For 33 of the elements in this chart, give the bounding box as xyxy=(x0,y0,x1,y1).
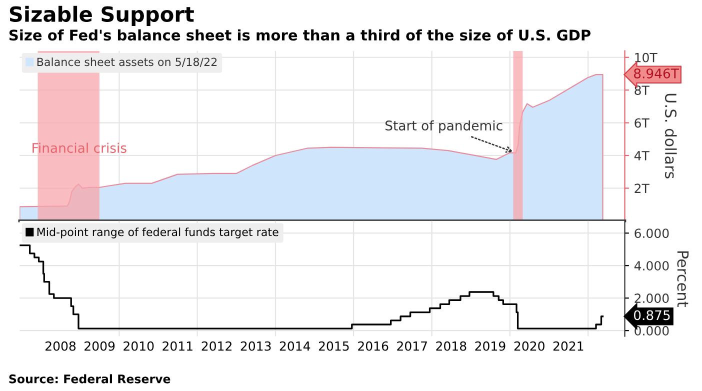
y-tick-label: 6.000 xyxy=(634,228,669,238)
x-tick-label: 2017 xyxy=(397,341,427,351)
x-tick-label: 2020 xyxy=(514,341,544,351)
y-tick-label: 8T xyxy=(634,86,650,96)
y-tick-label: 2T xyxy=(634,184,650,193)
annotation: 0.875 xyxy=(634,310,670,320)
x-tick-label: 2015 xyxy=(318,341,349,351)
x-tick-label: 2013 xyxy=(240,341,271,351)
y-tick-label: 0.000 xyxy=(634,326,669,336)
x-tick-label: 2018 xyxy=(436,341,466,351)
chart-subtitle: Size of Fed's balance sheet is more than a third of the size of U.S. GDP xyxy=(9,29,591,41)
y-tick-label: 6T xyxy=(634,118,650,128)
annotation: 8.946T xyxy=(634,68,679,78)
chart-title: Sizable Support xyxy=(10,6,194,26)
y-axis-title: U.S. dollars xyxy=(664,94,677,178)
source-note: Source: Federal Reserve xyxy=(9,374,170,384)
x-tick-label: 2016 xyxy=(358,341,388,351)
legend-label: Balance sheet assets on 5/18/22 xyxy=(37,57,217,67)
x-tick-label: 2019 xyxy=(475,341,506,351)
y-axis-title: Percent xyxy=(677,251,689,307)
y-tick-label: 10T xyxy=(635,52,658,62)
y-tick-label: 4.000 xyxy=(634,261,669,271)
y-tick-label: 4T xyxy=(634,151,650,160)
x-tick-label: 2008 xyxy=(46,341,76,351)
x-tick-label: 2009 xyxy=(84,341,115,351)
x-tick-label: 2010 xyxy=(124,341,154,351)
x-tick-label: 2021 xyxy=(553,341,584,351)
x-tick-label: 2011 xyxy=(162,341,192,351)
x-tick-label: 2014 xyxy=(280,341,310,351)
legend-label: Mid-point range of federal funds target rate xyxy=(37,228,278,238)
annotation: Start of pandemic xyxy=(385,120,502,134)
x-tick-label: 2012 xyxy=(202,341,232,351)
y-tick-label: 2.000 xyxy=(634,294,669,304)
